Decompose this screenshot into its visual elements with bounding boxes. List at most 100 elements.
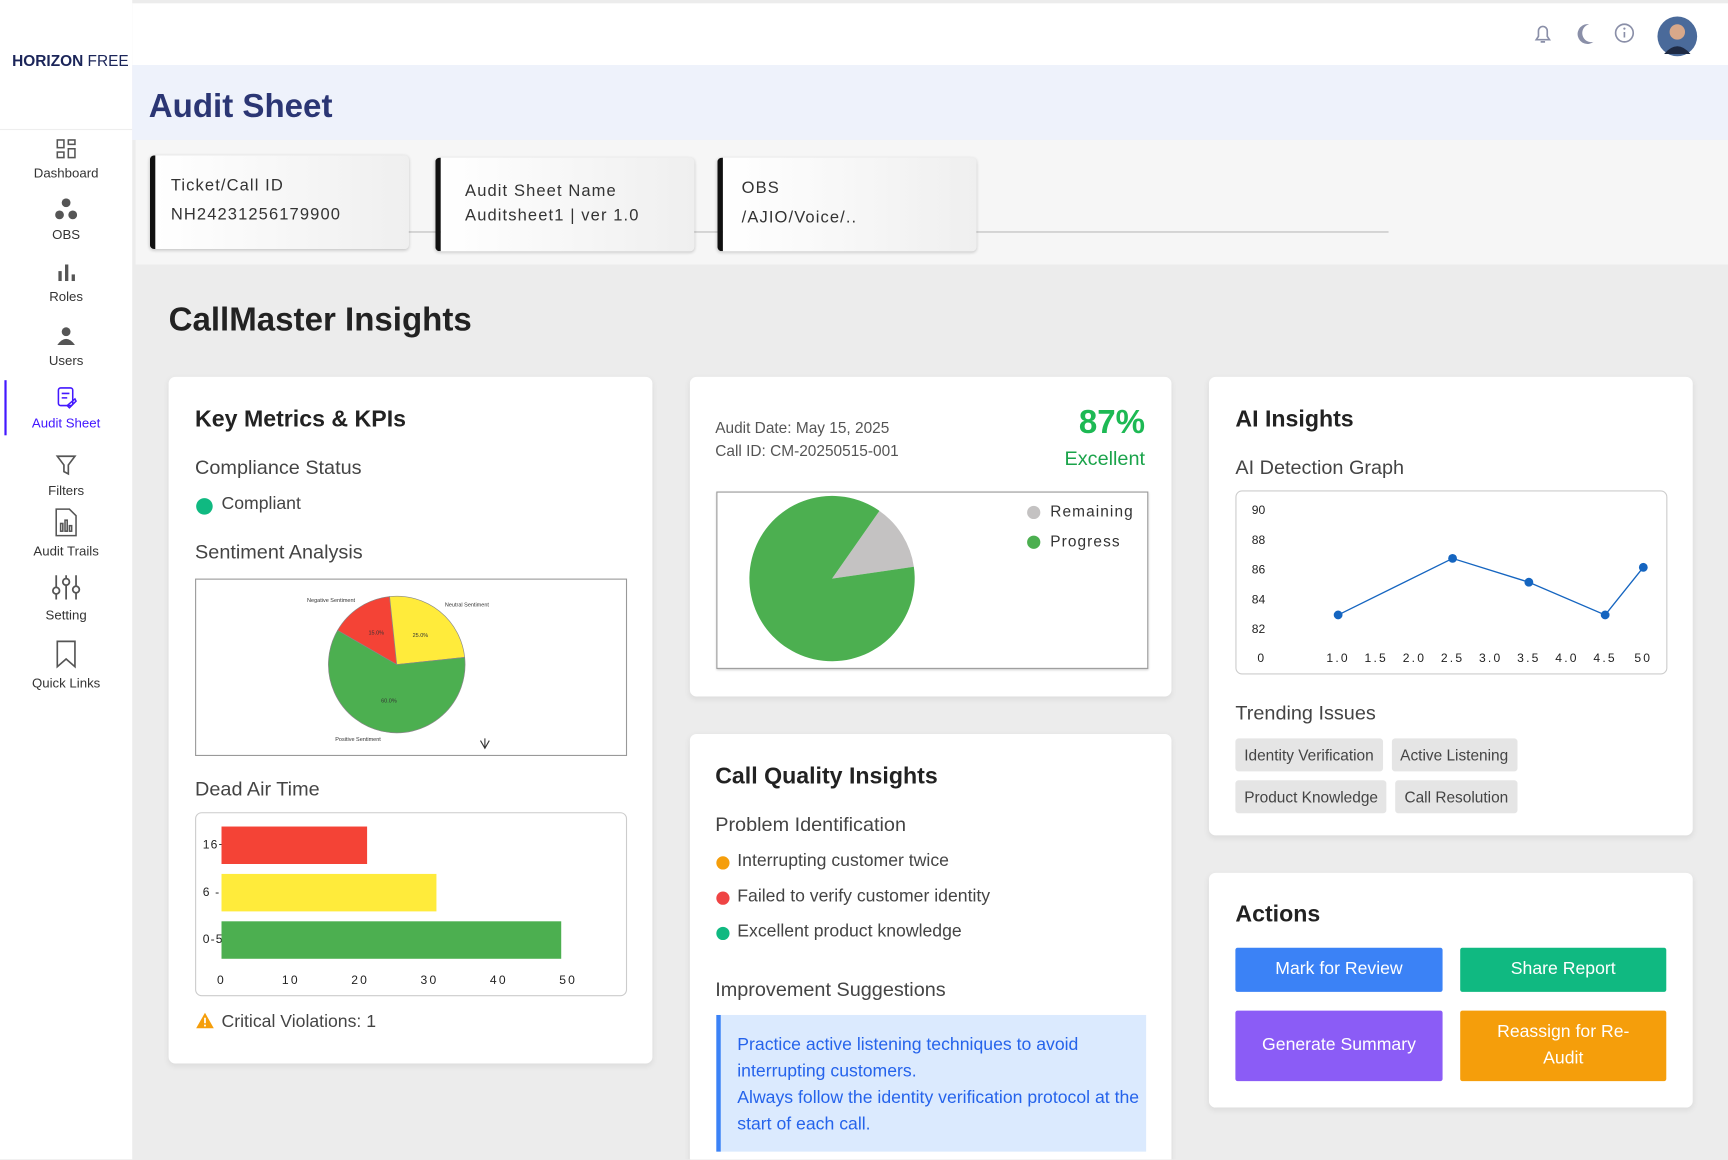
violations: Critical Violations: 1 [221, 1012, 377, 1032]
nav-item[interactable]: Audit Trails [0, 508, 132, 559]
brand-bold: HORIZON [12, 51, 84, 70]
score: 87% [1078, 404, 1146, 441]
actions-card: Actions Mark for Review Share Report Gen… [1208, 872, 1693, 1108]
info-card: Audit Sheet Name Auditsheet1 | ver 1.0 [435, 157, 695, 252]
nav-label: Setting [45, 607, 87, 623]
brand: HORIZON FREE [12, 53, 129, 68]
problem: Interrupting customer twice [737, 851, 949, 871]
icon [55, 198, 78, 220]
info-value: Auditsheet1 | ver 1.0 [465, 206, 640, 225]
x-tick-label: 50 [559, 973, 577, 987]
x-tick-label: 40 [490, 973, 508, 987]
bar [221, 826, 368, 864]
info-icon[interactable] [1614, 23, 1635, 43]
point [1600, 610, 1610, 620]
nav-item[interactable]: Users [0, 326, 132, 368]
tag: Identity Verification [1235, 738, 1383, 772]
nav-item-active[interactable]: Audit Sheet [0, 387, 132, 431]
brand-light: FREE [87, 51, 129, 70]
bar [221, 873, 437, 912]
pie-slice [337, 596, 398, 666]
nav-item[interactable]: Roles [0, 262, 132, 304]
section-title: CallMaster Insights [168, 301, 472, 339]
moon-icon[interactable] [1577, 24, 1594, 44]
info-value: /AJIO/Voice/.. [741, 208, 858, 228]
nav-label: Audit Sheet [31, 415, 101, 431]
dead-air-chart: 16+ Sec6 - 15 Sec0-5 Sec01020304050 [203, 826, 577, 987]
nav-label: Dashboard [33, 165, 99, 181]
nav-item[interactable]: Filters [0, 454, 132, 498]
header: Audit Sheet [132, 65, 1728, 140]
point [1333, 610, 1343, 620]
sidebar: HORIZON FREE Dashboard OBS Roles Users A… [0, 0, 133, 1160]
card-title: Actions [1235, 901, 1321, 927]
info-card: OBS/AJIO/Voice/.. [717, 157, 977, 252]
info-label: Ticket/Call ID [170, 176, 284, 196]
info-label: Audit Sheet Name [465, 181, 617, 201]
nav-label: Roles [49, 288, 84, 305]
y-tick-label: 88 [1252, 533, 1266, 547]
label: Sentiment Analysis [195, 541, 363, 564]
x-tick-label: 50 [1634, 651, 1652, 665]
label: AI Detection Graph [1235, 456, 1405, 479]
nav-label: Audit Trails [33, 543, 99, 559]
x-tick-label: 4.5 [1593, 651, 1616, 665]
button[interactable]: Reassign for Re-Audit [1460, 1010, 1667, 1082]
tag: Product Knowledge [1235, 780, 1387, 814]
x-tick-label: 0 [217, 973, 226, 987]
value-label: 15.0% [368, 630, 384, 636]
problem-dot [716, 891, 730, 905]
label: Problem Identification [715, 813, 906, 836]
legend-swatch [1027, 535, 1041, 549]
button[interactable]: Generate Summary [1235, 1010, 1443, 1082]
icon [52, 575, 81, 600]
pie-slice [832, 510, 914, 579]
card-title: Call Quality Insights [715, 763, 938, 790]
y-tick-label: 84 [1252, 592, 1266, 606]
legend-swatch [1027, 505, 1041, 520]
problem: Failed to verify customer identity [737, 887, 991, 906]
nav-item[interactable]: Setting [0, 574, 132, 623]
info-label: OBS [741, 178, 780, 198]
nav-item[interactable]: Quick Links [0, 640, 132, 691]
avatar[interactable] [1653, 12, 1701, 60]
page-title: Audit Sheet [148, 88, 333, 125]
sentiment-chart: 15.0% Negative Sentiment 25.0% Neutral Sent… [307, 595, 490, 750]
x-tick-label: 3.5 [1517, 651, 1540, 665]
slice-label: Positive Sentiment [335, 737, 381, 743]
problem: Excellent product knowledge [737, 922, 962, 942]
label: Trending Issues [1235, 701, 1376, 725]
x-tick-label: 0 [1257, 651, 1266, 665]
nav-item[interactable]: OBS [0, 198, 132, 242]
nav-item[interactable]: Dashboard [0, 139, 132, 181]
nav-label: OBS [52, 227, 81, 243]
button[interactable]: Mark for Review [1235, 947, 1443, 992]
warning-icon [196, 1012, 214, 1029]
status-dot [196, 498, 213, 515]
slice-label: Negative Sentiment [307, 598, 355, 604]
icon [56, 640, 76, 669]
bell-icon[interactable] [1534, 25, 1552, 43]
label: Improvement Suggestions [715, 978, 946, 1001]
card-title: AI Insights [1235, 406, 1354, 432]
icon [57, 387, 77, 409]
suggestion-box: Practice active listening techniques to … [716, 1014, 1147, 1152]
divider [0, 128, 133, 131]
button[interactable]: Share Report [1460, 947, 1667, 992]
download-icon[interactable] [480, 738, 490, 750]
bar [221, 921, 562, 959]
suggestion: Always follow the identity verification … [737, 1088, 1140, 1134]
label: Compliance Status [195, 456, 362, 479]
nav-label: Filters [48, 482, 85, 499]
point [1448, 553, 1457, 563]
value-label: 25.0% [413, 633, 429, 639]
x-tick-label: 3.0 [1479, 651, 1502, 665]
progress-chart: Remaining Progress [749, 495, 1133, 662]
suggestion: Practice active listening techniques to … [737, 1035, 1079, 1082]
label: Dead Air Time [195, 778, 320, 801]
y-tick-label: 82 [1252, 622, 1266, 636]
x-tick-label: 2.0 [1403, 651, 1426, 665]
